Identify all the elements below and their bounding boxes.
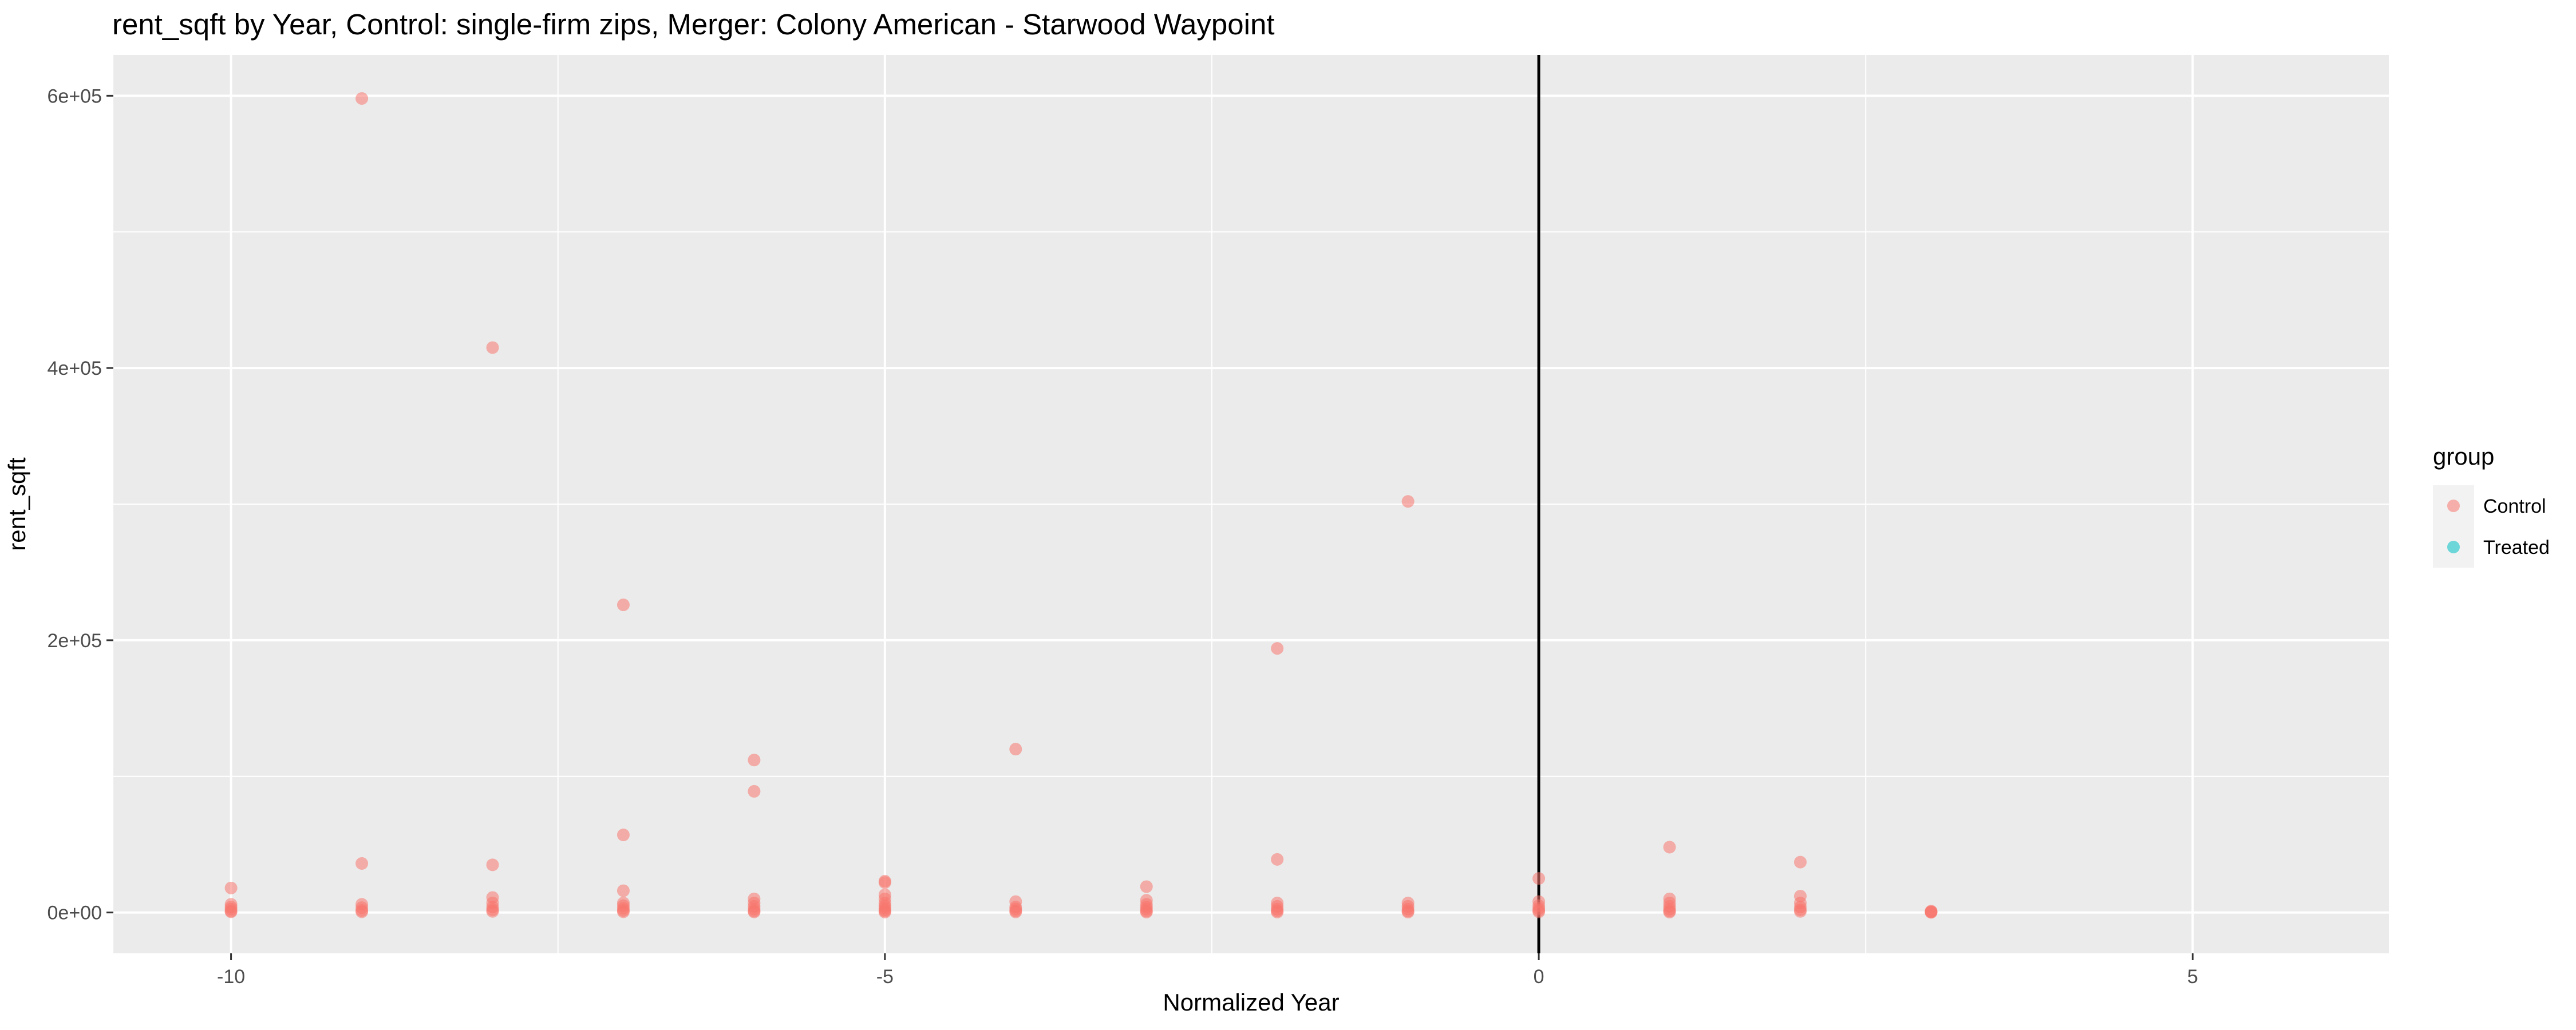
data-points (224, 92, 1938, 919)
data-point-control (224, 905, 238, 918)
legend-swatch-treated (2447, 541, 2460, 553)
data-point-control (1532, 872, 1546, 885)
data-point-control (748, 785, 761, 798)
data-point-control (1663, 841, 1676, 854)
legend: group Control Treated (2433, 443, 2550, 568)
data-point-control (355, 92, 369, 105)
data-point-control (617, 829, 630, 842)
data-point-control (1009, 743, 1022, 756)
data-point-control (1401, 495, 1415, 508)
y-tick-label: 2e+05 (48, 630, 102, 652)
legend-label-treated: Treated (2483, 537, 2550, 558)
data-point-control (1532, 905, 1546, 918)
data-point-control (486, 341, 499, 354)
data-point-control (1793, 855, 1807, 869)
x-axis-ticks: -10 -5 0 5 (217, 953, 2198, 988)
data-point-control (1793, 905, 1807, 918)
y-axis-ticks: 0e+00 2e+05 4e+05 6e+05 (48, 85, 113, 924)
data-point-control (878, 876, 891, 889)
y-axis-title: rent_sqft (3, 457, 30, 551)
y-tick-label: 0e+00 (48, 902, 102, 924)
data-point-control (1925, 906, 1938, 919)
data-point-control (486, 858, 499, 871)
chart-title: rent_sqft by Year, Control: single-firm … (112, 8, 1275, 41)
data-point-control (224, 881, 238, 894)
data-point-control (1009, 905, 1022, 918)
x-tick-label: 0 (1534, 966, 1544, 988)
y-tick-label: 6e+05 (48, 85, 102, 107)
legend-label-control: Control (2483, 496, 2546, 517)
data-point-control (1271, 905, 1284, 918)
data-point-control (355, 905, 369, 918)
data-point-control (617, 884, 630, 897)
data-point-control (748, 905, 761, 918)
x-tick-label: 5 (2187, 966, 2198, 988)
x-tick-label: -5 (876, 966, 894, 988)
x-tick-label: -10 (217, 966, 245, 988)
data-point-control (617, 905, 630, 918)
legend-title: group (2433, 443, 2494, 470)
legend-entries: Control Treated (2433, 485, 2550, 568)
data-point-control (617, 599, 630, 612)
data-point-control (878, 905, 891, 918)
data-point-control (1140, 880, 1153, 893)
x-axis-title: Normalized Year (1163, 989, 1339, 1016)
data-point-control (1271, 642, 1284, 655)
data-point-control (1401, 905, 1415, 918)
data-point-control (1140, 905, 1153, 918)
y-tick-label: 4e+05 (48, 358, 102, 379)
minor-gridlines (113, 55, 2389, 953)
data-point-control (486, 905, 499, 918)
data-point-control (1663, 905, 1676, 918)
data-point-control (355, 857, 369, 870)
data-point-control (748, 754, 761, 767)
data-point-control (1271, 853, 1284, 866)
legend-swatch-control (2447, 500, 2460, 512)
